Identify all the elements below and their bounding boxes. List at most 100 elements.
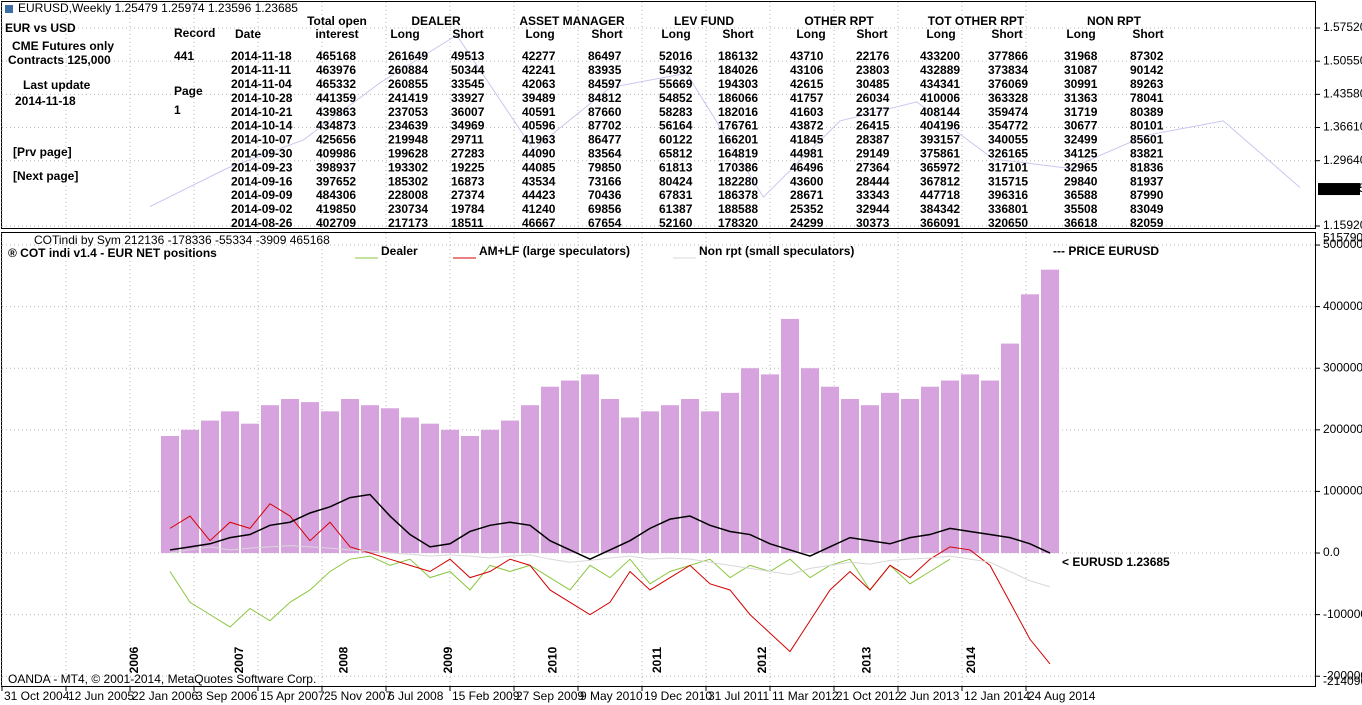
table-cell: 36007: [451, 105, 485, 119]
table-cell: 2014-10-07: [231, 133, 293, 147]
window-icon: [5, 5, 13, 13]
table-cell: 32965: [1064, 160, 1098, 174]
table-cell: 50344: [451, 63, 485, 77]
x-tick-label: 12 Jan 2014: [964, 689, 1030, 703]
y-tick-label: 100000: [1323, 484, 1362, 498]
table-cell: 83564: [588, 146, 622, 160]
table-cell: 397652: [316, 174, 356, 188]
table-cell: 28444: [856, 174, 890, 188]
next-page-button[interactable]: [Next page]: [13, 169, 78, 183]
table-cell: 439863: [316, 105, 356, 119]
table-cell: 2014-11-04: [231, 77, 292, 91]
table-cell: 34969: [451, 119, 485, 133]
table-cell: 234639: [388, 119, 428, 133]
table-cell: 31719: [1064, 105, 1098, 119]
column-header: Short: [856, 27, 887, 41]
table-cell: 61813: [659, 160, 693, 174]
column-header: Long: [661, 27, 690, 41]
table-cell: 188588: [718, 202, 758, 216]
table-cell: 52016: [659, 49, 693, 63]
y-tick-label: 500000: [1323, 237, 1362, 251]
table-cell: 186378: [718, 188, 758, 202]
table-cell: 164819: [718, 146, 758, 160]
bar: [981, 380, 999, 554]
panel-line: Contracts 125,000: [8, 53, 111, 67]
table-cell: 30485: [856, 77, 890, 91]
bar: [961, 374, 979, 554]
bar: [181, 429, 199, 554]
x-tick-label: 15 Feb 2009: [452, 689, 520, 703]
table-cell: 2014-10-14: [231, 119, 293, 133]
table-cell: 43534: [522, 174, 556, 188]
table-cell: 320650: [988, 216, 1028, 230]
column-group-header: ASSET MANAGER: [519, 14, 625, 28]
bar: [741, 368, 759, 554]
table-cell: 81937: [1130, 174, 1164, 188]
legend-label: Non rpt (small speculators): [699, 244, 854, 258]
price-line: [149, 34, 1301, 208]
table-cell: 85601: [1130, 133, 1164, 147]
table-cell: 30677: [1064, 119, 1098, 133]
x-tick-label: 3 Sep 2006: [196, 689, 258, 703]
table-cell: 60122: [659, 133, 693, 147]
table-cell: 42615: [790, 77, 824, 91]
indicator-header: COTindi by Sym 212136 -178336 -55334 -39…: [34, 233, 330, 247]
table-cell: 61387: [659, 202, 693, 216]
bar: [481, 429, 499, 554]
legend-label: AM+LF (large speculators): [479, 244, 630, 258]
series-line: [169, 493, 1051, 561]
series-line: [169, 555, 951, 628]
table-cell: 185302: [388, 174, 428, 188]
table-cell: 29840: [1064, 174, 1098, 188]
y-axis-min-label: -214096: [1323, 674, 1362, 688]
year-watermark: 2011: [650, 647, 664, 673]
table-cell: 241419: [388, 91, 428, 105]
column-header: Short: [452, 27, 483, 41]
table-cell: 39489: [522, 91, 556, 105]
table-cell: 2014-09-23: [231, 160, 293, 174]
y-tick-label: 200000: [1323, 422, 1362, 436]
table-cell: 182280: [718, 174, 758, 188]
bar: [261, 405, 279, 554]
table-cell: 31363: [1064, 91, 1098, 105]
table-cell: 408144: [920, 105, 960, 119]
table-cell: 237053: [388, 105, 428, 119]
year-watermark: 2010: [546, 646, 560, 673]
y-tick-label: 400000: [1323, 299, 1362, 313]
price-note: < EURUSD 1.23685: [1062, 555, 1170, 569]
table-cell: 82059: [1130, 216, 1164, 230]
table-cell: 30373: [856, 216, 890, 230]
table-cell: 80389: [1130, 105, 1164, 119]
table-cell: 363328: [988, 91, 1028, 105]
table-cell: 434341: [920, 77, 960, 91]
text-layer: EURUSD,Weekly 1.25479 1.25974 1.23596 1.…: [4, 1, 1362, 703]
prev-page-button[interactable]: [Prv page]: [13, 145, 72, 159]
table-cell: 2014-11-11: [231, 63, 291, 77]
bar: [301, 402, 319, 554]
bar: [781, 318, 799, 554]
column-header: Long: [525, 27, 554, 41]
table-cell: 27374: [451, 188, 485, 202]
price-axis-label: 1.57520: [1323, 20, 1362, 34]
table-cell: 28671: [790, 188, 824, 202]
table-cell: 317101: [988, 160, 1028, 174]
table-cell: 87302: [1130, 49, 1164, 63]
table-cell: 69856: [588, 202, 622, 216]
table-cell: 31087: [1064, 63, 1098, 77]
table-cell: 199628: [388, 146, 428, 160]
table-cell: 28387: [856, 133, 890, 147]
window-title: EURUSD,Weekly 1.25479 1.25974 1.23596 1.…: [18, 1, 298, 15]
table-cell: 24299: [790, 216, 824, 230]
table-cell: 29711: [451, 133, 484, 147]
year-watermark: 2013: [859, 646, 873, 673]
table-cell: 354772: [988, 119, 1028, 133]
table-cell: 30991: [1064, 77, 1098, 91]
bar: [801, 368, 819, 554]
x-tick-label: 9 May 2010: [580, 689, 643, 703]
table-cell: 2014-11-18: [231, 49, 292, 63]
table-cell: 2014-09-16: [231, 174, 293, 188]
bar: [361, 405, 379, 554]
table-cell: 89263: [1130, 77, 1164, 91]
table-cell: 336801: [988, 202, 1028, 216]
